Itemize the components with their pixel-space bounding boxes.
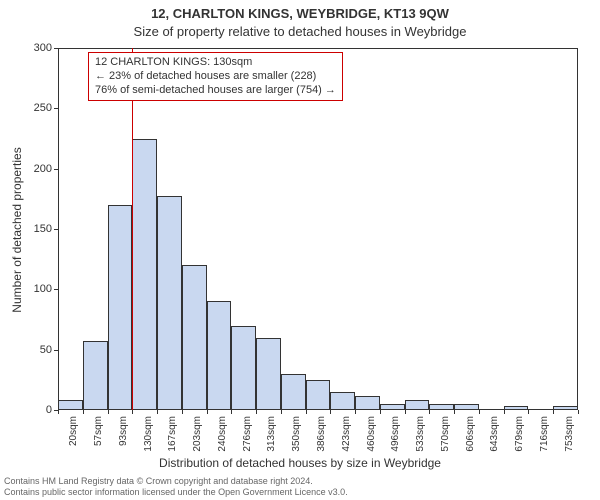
histogram-bar — [132, 139, 157, 411]
histogram-bar — [454, 404, 479, 410]
x-tick-label: 130sqm — [143, 416, 154, 452]
x-tick-label: 533sqm — [415, 416, 426, 452]
x-tick-mark — [108, 410, 109, 414]
histogram-bar — [405, 400, 430, 410]
histogram-bar — [330, 392, 355, 410]
reference-vline — [132, 48, 133, 410]
y-tick-label: 200 — [34, 163, 58, 175]
histogram-bar — [553, 406, 578, 410]
x-tick-label: 496sqm — [390, 416, 401, 452]
x-tick-label: 423sqm — [341, 416, 352, 452]
histogram-bar — [182, 265, 207, 410]
histogram-bar — [281, 374, 306, 410]
y-tick-label: 50 — [40, 344, 58, 356]
chart-page: 12, CHARLTON KINGS, WEYBRIDGE, KT13 9QW … — [0, 0, 600, 500]
histogram-bar — [157, 196, 182, 410]
x-tick-label: 460sqm — [366, 416, 377, 452]
x-tick-mark — [355, 410, 356, 414]
annotation-line-2: ← 23% of detached houses are smaller (22… — [95, 70, 336, 84]
x-tick-mark — [553, 410, 554, 414]
x-tick-mark — [58, 410, 59, 414]
x-tick-mark — [528, 410, 529, 414]
histogram-bar — [429, 404, 454, 410]
x-tick-mark — [429, 410, 430, 414]
y-tick-label: 250 — [34, 102, 58, 114]
x-tick-mark — [83, 410, 84, 414]
x-tick-label: 350sqm — [291, 416, 302, 452]
x-tick-label: 679sqm — [514, 416, 525, 452]
x-tick-mark — [207, 410, 208, 414]
histogram-bar — [504, 406, 529, 410]
histogram-bar — [306, 380, 331, 410]
x-tick-label: 20sqm — [68, 416, 79, 446]
x-tick-label: 386sqm — [316, 416, 327, 452]
x-tick-mark — [132, 410, 133, 414]
x-tick-label: 606sqm — [465, 416, 476, 452]
histogram-bar — [83, 341, 108, 410]
x-tick-label: 716sqm — [539, 416, 550, 452]
x-tick-label: 313sqm — [266, 416, 277, 452]
x-tick-mark — [380, 410, 381, 414]
footer-line-2: Contains public sector information licen… — [4, 487, 348, 498]
annotation-box: 12 CHARLTON KINGS: 130sqm ← 23% of detac… — [88, 52, 343, 101]
histogram-bar — [58, 400, 83, 410]
x-axis-label: Distribution of detached houses by size … — [0, 456, 600, 470]
annotation-line-3: 76% of semi-detached houses are larger (… — [95, 84, 336, 98]
x-tick-mark — [231, 410, 232, 414]
y-tick-label: 300 — [34, 42, 58, 54]
plot-area: 05010015020025030020sqm57sqm93sqm130sqm1… — [58, 48, 578, 410]
x-tick-mark — [454, 410, 455, 414]
x-tick-mark — [157, 410, 158, 414]
x-tick-label: 643sqm — [489, 416, 500, 452]
main-title: 12, CHARLTON KINGS, WEYBRIDGE, KT13 9QW — [0, 6, 600, 21]
x-tick-label: 167sqm — [167, 416, 178, 452]
x-tick-mark — [330, 410, 331, 414]
histogram-bar — [207, 301, 232, 410]
y-tick-label: 0 — [46, 404, 58, 416]
x-tick-label: 570sqm — [440, 416, 451, 452]
y-tick-label: 100 — [34, 283, 58, 295]
x-tick-label: 753sqm — [564, 416, 575, 452]
x-tick-label: 240sqm — [217, 416, 228, 452]
x-tick-label: 276sqm — [242, 416, 253, 452]
attribution-footer: Contains HM Land Registry data © Crown c… — [4, 476, 348, 498]
y-axis-label: Number of detached properties — [10, 147, 24, 312]
histogram-bar — [355, 396, 380, 410]
y-tick-label: 150 — [34, 223, 58, 235]
histogram-bar — [108, 205, 133, 410]
x-tick-mark — [504, 410, 505, 414]
x-tick-label: 57sqm — [93, 416, 104, 446]
x-tick-mark — [256, 410, 257, 414]
x-tick-mark — [306, 410, 307, 414]
x-tick-mark — [479, 410, 480, 414]
x-tick-mark — [281, 410, 282, 414]
histogram-bar — [231, 326, 256, 410]
x-tick-label: 93sqm — [118, 416, 129, 446]
x-tick-mark — [182, 410, 183, 414]
histogram-bar — [380, 404, 405, 410]
x-tick-mark — [578, 410, 579, 414]
sub-title: Size of property relative to detached ho… — [0, 24, 600, 39]
x-tick-label: 203sqm — [192, 416, 203, 452]
annotation-line-1: 12 CHARLTON KINGS: 130sqm — [95, 56, 336, 70]
footer-line-1: Contains HM Land Registry data © Crown c… — [4, 476, 348, 487]
histogram-bar — [256, 338, 281, 410]
x-tick-mark — [405, 410, 406, 414]
